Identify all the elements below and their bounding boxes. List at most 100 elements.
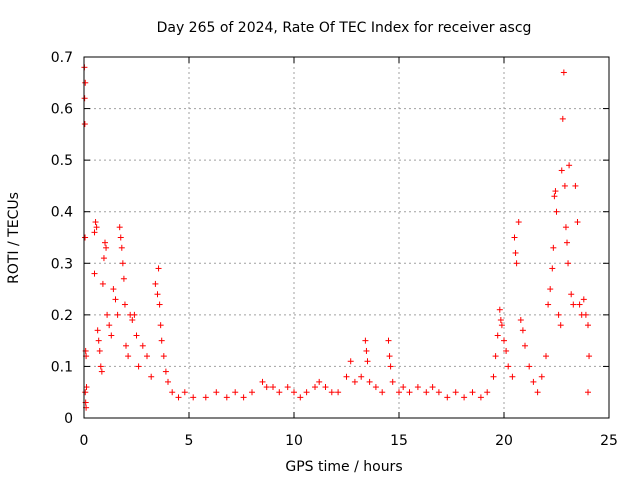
data-point <box>582 311 589 318</box>
data-point <box>162 368 169 375</box>
y-tick-label: 0.6 <box>51 102 73 118</box>
data-point <box>389 378 396 385</box>
data-point <box>133 332 140 339</box>
data-point <box>123 342 129 349</box>
data-points <box>81 64 593 411</box>
data-point <box>551 193 558 200</box>
data-point <box>232 389 239 396</box>
data-point <box>152 280 159 287</box>
data-point <box>121 301 128 308</box>
data-point <box>335 389 342 396</box>
data-point <box>270 384 276 391</box>
chart-title: Day 265 of 2024, Rate Of TEC Index for r… <box>157 20 532 36</box>
data-point <box>576 301 583 308</box>
y-tick-label: 0.7 <box>51 50 73 66</box>
data-point <box>156 301 163 308</box>
data-point <box>522 342 528 349</box>
data-point <box>484 389 491 396</box>
data-point <box>291 389 297 396</box>
data-point <box>561 182 568 189</box>
data-point <box>83 384 90 391</box>
data-point <box>558 167 565 174</box>
data-point <box>513 260 520 267</box>
data-point <box>557 322 564 329</box>
data-point <box>429 384 436 391</box>
data-point <box>492 353 499 360</box>
data-point <box>343 373 350 380</box>
data-point <box>148 373 155 380</box>
data-point <box>477 394 484 401</box>
data-point <box>505 363 512 370</box>
data-point <box>100 255 107 262</box>
data-point <box>108 332 115 339</box>
data-point <box>423 389 430 396</box>
data-point <box>98 368 105 375</box>
data-point <box>259 378 266 385</box>
data-point <box>469 389 476 396</box>
data-point <box>497 317 504 324</box>
data-point <box>549 265 556 272</box>
data-point <box>82 234 89 241</box>
data-point <box>572 182 579 189</box>
data-point <box>526 363 533 370</box>
data-point <box>530 378 537 385</box>
data-point <box>517 317 524 324</box>
y-axis-label: ROTI / TECUs <box>6 192 22 284</box>
data-point <box>543 353 549 360</box>
data-point <box>158 337 165 344</box>
data-point <box>328 389 335 396</box>
data-point <box>560 69 567 76</box>
data-point <box>385 337 392 344</box>
data-point <box>435 389 442 396</box>
data-point <box>400 384 407 391</box>
data-point <box>312 384 318 391</box>
data-point <box>396 389 402 396</box>
data-point <box>82 79 89 86</box>
data-point <box>562 224 569 231</box>
data-point <box>406 389 413 396</box>
data-point <box>190 394 197 401</box>
data-point <box>97 363 104 370</box>
y-tick-label: 0.3 <box>51 256 73 272</box>
data-point <box>358 373 365 380</box>
data-point <box>135 363 142 370</box>
data-point <box>303 389 310 396</box>
x-axis-label: GPS time / hours <box>285 459 402 475</box>
y-tick-label: 0.5 <box>51 153 73 169</box>
y-tick-label: 0.4 <box>51 205 73 221</box>
x-tick-labels: 0 5 10 15 20 25 <box>80 433 618 449</box>
data-point <box>509 373 516 380</box>
data-point <box>110 286 117 293</box>
data-point <box>386 353 393 360</box>
data-point <box>81 95 88 102</box>
data-point <box>160 353 167 360</box>
data-point <box>501 337 507 344</box>
data-point <box>91 229 98 236</box>
data-point <box>118 244 125 251</box>
x-tick-label: 5 <box>185 433 194 449</box>
data-point <box>490 373 497 380</box>
data-point <box>82 389 89 396</box>
data-point <box>91 270 98 277</box>
x-tick-label: 10 <box>285 433 303 449</box>
data-point <box>125 353 132 360</box>
data-point <box>511 234 518 241</box>
data-point <box>157 322 164 329</box>
data-point <box>284 384 291 391</box>
data-point <box>512 249 519 256</box>
data-point <box>585 322 591 329</box>
data-point <box>461 394 468 401</box>
data-point <box>555 311 562 318</box>
data-point <box>534 389 541 396</box>
data-point <box>102 239 108 246</box>
data-point <box>498 322 505 329</box>
data-point <box>547 286 554 293</box>
data-point <box>106 322 113 329</box>
data-point <box>414 384 421 391</box>
data-point <box>103 244 110 251</box>
data-point <box>81 121 88 128</box>
data-point <box>155 265 162 272</box>
data-point <box>139 342 146 349</box>
data-point <box>169 389 176 396</box>
data-point <box>175 394 182 401</box>
